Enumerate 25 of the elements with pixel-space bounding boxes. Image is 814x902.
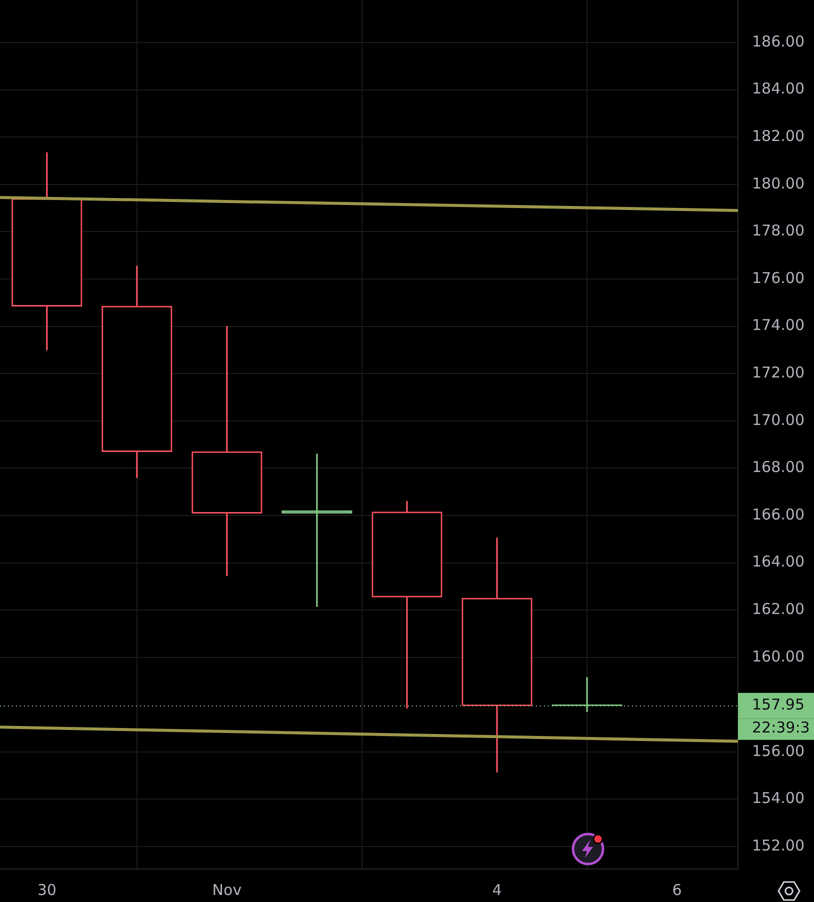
candlestick <box>282 454 352 607</box>
y-tick-label: 180.00 <box>752 174 804 192</box>
y-tick-label: 182.00 <box>752 127 804 146</box>
y-tick-label: 172.00 <box>752 364 804 382</box>
y-tick-label: 170.00 <box>752 410 804 429</box>
x-tick-label: 30 <box>37 880 56 899</box>
x-tick-label: Nov <box>212 880 242 899</box>
y-tick-label: 160.00 <box>752 647 804 666</box>
y-tick-label: 178.00 <box>752 222 804 240</box>
y-tick-label: 184.00 <box>752 80 804 98</box>
y-tick-label: 174.00 <box>752 316 804 334</box>
y-tick-label: 154.00 <box>752 789 804 808</box>
ref-line-label: 157.95 <box>752 696 804 714</box>
y-tick-label: 162.00 <box>752 600 804 618</box>
y-tick-label: 152.00 <box>752 836 804 854</box>
x-tick-label: 4 <box>492 880 502 899</box>
y-tick-label: 176.00 <box>752 268 804 287</box>
x-tick-label: 6 <box>672 880 682 899</box>
y-tick-label: 164.00 <box>752 552 804 571</box>
y-tick-label: 186.00 <box>752 32 804 50</box>
text: 22:39:3 <box>752 718 810 737</box>
y-tick-label: 168.00 <box>752 458 804 476</box>
candlestick <box>192 326 262 576</box>
y-tick-label: 166.00 <box>752 505 804 524</box>
y-tick-label: 156.00 <box>752 742 804 760</box>
